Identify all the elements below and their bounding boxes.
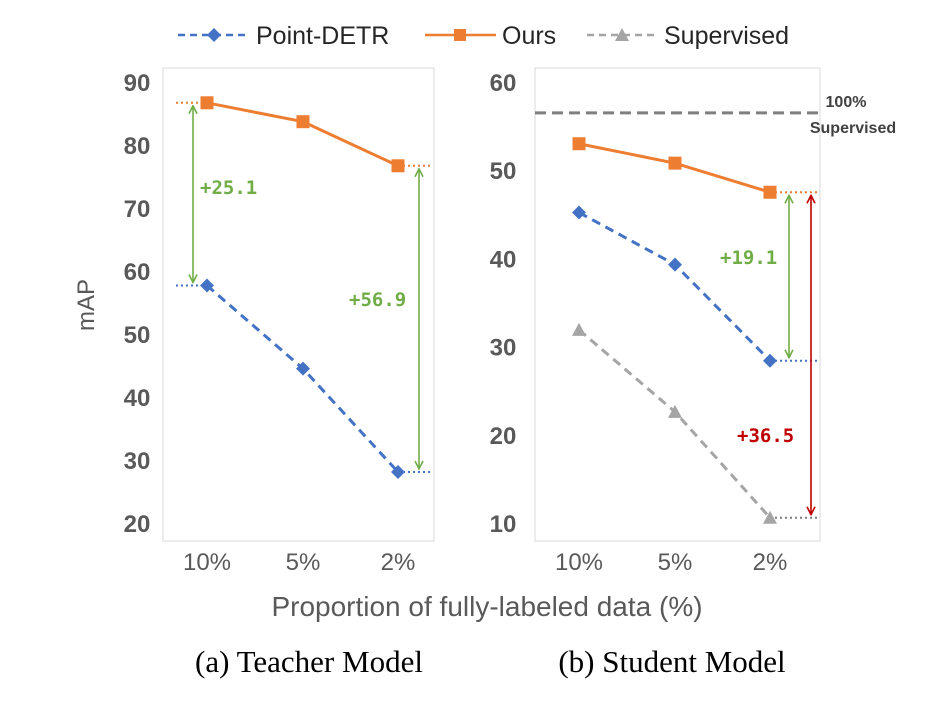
panel-a-series-line-point-detr (206, 284, 400, 473)
panel-b-frame (534, 67, 821, 542)
panel-b-caption: (b) Student Model (558, 644, 785, 679)
legend-marker-supervised (615, 28, 629, 41)
panel-a-guides (176, 101, 432, 473)
legend-item-point-detr: Point-DETR (178, 22, 389, 50)
panel-b-series-line-point-detr (578, 211, 772, 362)
panel-b-y-axis: 10 20 30 40 50 60 (490, 70, 517, 538)
legend-marker-point-detr (207, 28, 221, 42)
panel-b-point-supervised-1 (572, 322, 586, 336)
panel-a-xtick-1: 10% (183, 549, 231, 576)
panel-a-ytick-50: 50 (124, 322, 151, 349)
panel-a-point-ours-2 (296, 115, 310, 129)
panel-a-y-axis: 20 30 40 50 60 70 80 90 (124, 70, 151, 538)
legend: Point-DETR Ours Supervised (178, 22, 789, 50)
legend-marker-ours (454, 29, 466, 41)
panel-a-xtick-3: 2% (381, 549, 416, 576)
panel-a-xtick-2: 5% (286, 549, 321, 576)
panel-a-x-axis: 10% 5% 2% (183, 549, 415, 576)
panel-b-ytick-60: 60 (490, 70, 517, 97)
panel-a-series (200, 96, 405, 479)
panel-b-annotation-2: +36.5 (737, 425, 794, 447)
legend-label-point-detr: Point-DETR (256, 22, 389, 50)
panel-b-point-point-detr-3 (763, 353, 777, 368)
panel-a-ytick-60: 60 (124, 259, 151, 286)
legend-label-ours: Ours (502, 22, 556, 50)
panel-b: 10 20 30 40 50 60 10% 5% 2% 100% Supervised +19… (490, 67, 896, 576)
panel-b-point-point-detr-1 (572, 205, 586, 220)
panel-b-ytick-10: 10 (490, 511, 517, 538)
panel-a: mAP 20 30 40 50 60 70 80 90 10% 5% 2% +25.1 +56.9 (73, 67, 435, 576)
panel-b-ytick-50: 50 (490, 158, 517, 185)
panel-a-annotation-2: +56.9 (349, 289, 406, 311)
legend-item-supervised: Supervised (587, 22, 789, 50)
panel-b-point-ours-2 (668, 156, 682, 170)
panel-a-ytick-70: 70 (124, 196, 151, 223)
legend-item-ours: Ours (425, 22, 556, 50)
panel-a-annotation-1: +25.1 (200, 177, 257, 199)
panel-a-point-point-detr-2 (296, 361, 310, 376)
panel-b-ytick-20: 20 (490, 423, 517, 450)
panel-a-series-line-ours (206, 101, 399, 168)
panel-b-reference-label-line2: Supervised (810, 120, 896, 137)
panel-a-arrows (193, 106, 419, 469)
panel-b-point-point-detr-2 (668, 257, 682, 272)
panel-b-x-axis: 10% 5% 2% (555, 549, 787, 576)
panel-a-ytick-20: 20 (124, 511, 151, 538)
panel-b-reference-label-line1: 100% (826, 94, 867, 111)
panel-b-annotation-1: +19.1 (720, 247, 777, 269)
panel-b-series-line-supervised (578, 328, 772, 519)
panel-a-point-ours-1 (200, 96, 214, 110)
panel-b-arrows (789, 195, 811, 514)
panel-a-ytick-30: 30 (124, 448, 151, 475)
panel-a-point-point-detr-1 (200, 278, 214, 293)
panel-b-xtick-3: 2% (753, 549, 788, 576)
panel-a-ytick-40: 40 (124, 385, 151, 412)
panel-a-ytick-90: 90 (124, 70, 151, 97)
panel-a-caption: (a) Teacher Model (195, 644, 423, 679)
panel-a-point-ours-3 (391, 159, 405, 173)
panel-b-series (572, 137, 777, 524)
panel-b-point-ours-1 (572, 137, 586, 151)
shared-xlabel: Proportion of fully-labeled data (%) (271, 591, 702, 622)
legend-label-supervised: Supervised (664, 22, 789, 50)
panel-b-xtick-1: 10% (555, 549, 603, 576)
panel-a-frame (162, 67, 435, 542)
panel-b-point-ours-3 (763, 185, 777, 199)
panel-a-point-point-detr-3 (391, 464, 405, 479)
panel-a-ytick-80: 80 (124, 133, 151, 160)
panel-b-xtick-2: 5% (658, 549, 693, 576)
panel-b-ytick-40: 40 (490, 246, 517, 273)
panel-b-point-supervised-2 (668, 404, 682, 418)
panel-b-point-supervised-3 (763, 510, 777, 524)
panel-a-ylabel: mAP (73, 279, 100, 331)
panel-b-ytick-30: 30 (490, 335, 517, 362)
